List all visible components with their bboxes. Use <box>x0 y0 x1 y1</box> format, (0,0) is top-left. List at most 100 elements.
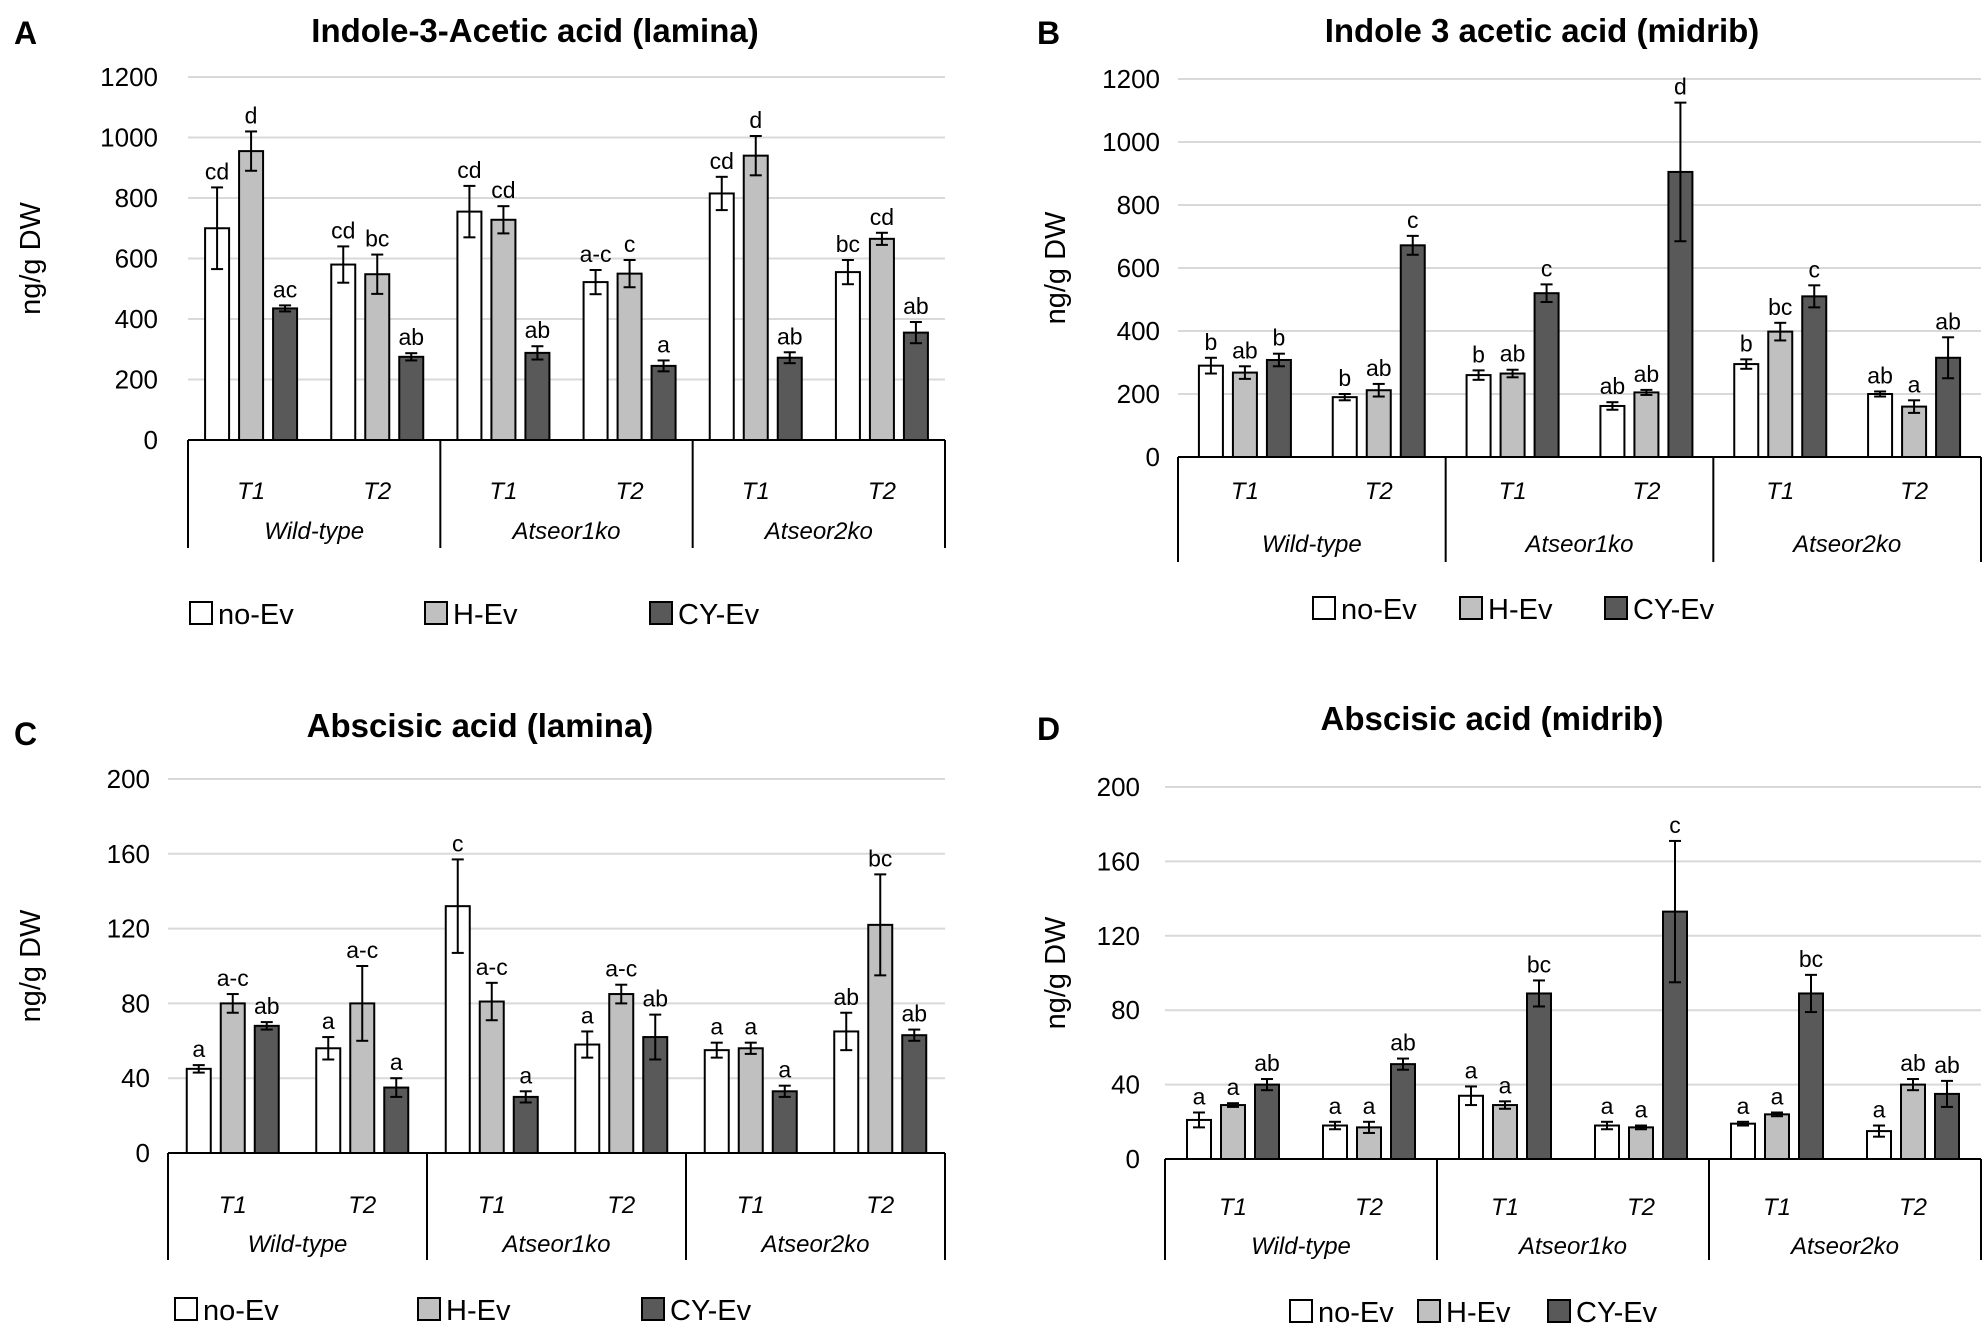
timepoint-label: T2 <box>1900 478 1928 505</box>
significance-label: ac <box>273 276 297 302</box>
timepoint-label: T2 <box>866 1192 894 1219</box>
significance-label: bc <box>868 845 892 871</box>
bar-h-ev <box>1231 371 1258 458</box>
significance-label: b <box>1205 329 1218 355</box>
legend-swatch-h-ev <box>424 601 448 625</box>
significance-label: a <box>778 1057 791 1083</box>
significance-label: cd <box>331 217 355 243</box>
significance-label: bc <box>1768 294 1792 320</box>
chart-title: Indole 3 acetic acid (midrib) <box>1325 12 1760 49</box>
group-label: Atseor1ko <box>1523 531 1633 558</box>
timepoint-label: T1 <box>237 478 265 505</box>
bar-h-ev <box>1901 405 1928 459</box>
legend-label-cy-ev: CY-Ev <box>1633 594 1715 626</box>
chart-panel-d: D Abscisic acid (midrib) ng/g DW 0 40 80 120 16… <box>1037 700 1982 1329</box>
significance-label: ab <box>901 1001 927 1027</box>
timepoint-label: T1 <box>1499 478 1527 505</box>
y-tick-label: 200 <box>107 764 150 794</box>
significance-label: bc <box>1799 946 1823 972</box>
significance-label: a <box>1908 371 1921 397</box>
significance-label: ab <box>1634 361 1660 387</box>
significance-label: a <box>1193 1084 1206 1110</box>
legend: no-Ev H-Ev CY-Ev <box>174 1295 752 1327</box>
timepoint-label: T1 <box>1219 1194 1247 1221</box>
bar-no-ev <box>1331 396 1358 458</box>
group-label: Wild-type <box>1262 531 1362 558</box>
significance-label: bc <box>836 231 860 257</box>
y-tick-label: 160 <box>1097 846 1140 876</box>
group-label: Atseor2ko <box>763 518 873 545</box>
bar-no-ev <box>708 192 735 441</box>
significance-label: a <box>744 1014 757 1040</box>
legend-swatch-cy-ev <box>641 1297 665 1321</box>
bar-h-ev <box>1499 372 1526 458</box>
significance-label: a <box>1329 1093 1342 1119</box>
group-label: Wild-type <box>1251 1233 1351 1260</box>
significance-label: ab <box>777 323 803 349</box>
legend-label-cy-ev: CY-Ev <box>670 1295 752 1327</box>
timepoint-label: T2 <box>1632 478 1660 505</box>
significance-label: bc <box>365 226 389 252</box>
significance-label: ab <box>525 317 551 343</box>
timepoint-label: T2 <box>616 478 644 505</box>
legend-swatch-no-ev <box>1312 596 1336 620</box>
y-axis-label: ng/g DW <box>15 201 47 314</box>
bar-h-ev <box>238 150 265 442</box>
legend-swatch-cy-ev <box>649 601 673 625</box>
bar-no-ev <box>1594 1124 1620 1161</box>
significance-label: a <box>710 1014 723 1040</box>
significance-label: b <box>1472 341 1485 367</box>
significance-label: ab <box>1600 373 1626 399</box>
bar-h-ev <box>616 272 643 441</box>
significance-label: b <box>1273 325 1286 351</box>
bar-h-ev <box>737 1047 764 1155</box>
significance-label: ab <box>1934 1052 1960 1078</box>
significance-label: a <box>1635 1097 1648 1123</box>
significance-label: a-c <box>605 956 637 982</box>
group-label: Atseor1ko <box>500 1231 610 1258</box>
bar-no-ev <box>1867 393 1894 458</box>
y-tick-label: 120 <box>1097 921 1140 951</box>
bar-h-ev <box>364 273 391 442</box>
bar-h-ev <box>608 993 635 1154</box>
group-label: Atseor2ko <box>1789 1233 1899 1260</box>
bar-no-ev <box>1599 404 1626 458</box>
timepoint-label: T2 <box>1365 478 1393 505</box>
panel-letter: A <box>14 15 37 51</box>
timepoint-label: T2 <box>1899 1194 1927 1221</box>
bar-no-ev <box>315 1047 342 1155</box>
significance-label: c <box>1541 255 1553 281</box>
legend-label-no-ev: no-Ev <box>1341 594 1417 626</box>
y-tick-label: 160 <box>107 839 150 869</box>
group-label: Wild-type <box>248 1231 348 1258</box>
y-tick-label: 800 <box>115 183 158 213</box>
bar-h-ev <box>1492 1104 1518 1161</box>
bar-h-ev <box>742 154 769 441</box>
bar-h-ev <box>1633 391 1660 458</box>
significance-label: cd <box>710 148 734 174</box>
legend-swatch-h-ev <box>1459 596 1483 620</box>
significance-label: a <box>657 331 670 357</box>
y-tick-label: 200 <box>115 365 158 395</box>
bar-h-ev <box>478 1000 505 1155</box>
y-tick-label: 1000 <box>1102 127 1160 157</box>
bar-no-ev <box>1322 1124 1348 1161</box>
bar-h-ev <box>490 218 517 441</box>
y-axis-label: ng/g DW <box>1040 916 1072 1029</box>
significance-label: a <box>1771 1084 1784 1110</box>
timepoint-label: T2 <box>868 478 896 505</box>
significance-label: a <box>1363 1093 1376 1119</box>
legend: no-Ev H-Ev CY-Ev <box>1312 594 1715 626</box>
y-axis-label: ng/g DW <box>15 909 47 1022</box>
bar-no-ev <box>1465 374 1492 459</box>
significance-label: a <box>192 1036 205 1062</box>
y-tick-label: 40 <box>121 1063 150 1093</box>
y-tick-label: 0 <box>136 1138 150 1168</box>
y-tick-label: 800 <box>1117 190 1160 220</box>
y-tick-label: 600 <box>115 244 158 274</box>
panel-letter: B <box>1037 15 1060 51</box>
significance-label: c <box>1809 256 1821 282</box>
y-tick-label: 400 <box>1117 316 1160 346</box>
bar-cy-ev <box>1526 992 1552 1161</box>
chart-panel-b: B Indole 3 acetic acid (midrib) ng/g DW 0 20… <box>1037 12 1982 626</box>
